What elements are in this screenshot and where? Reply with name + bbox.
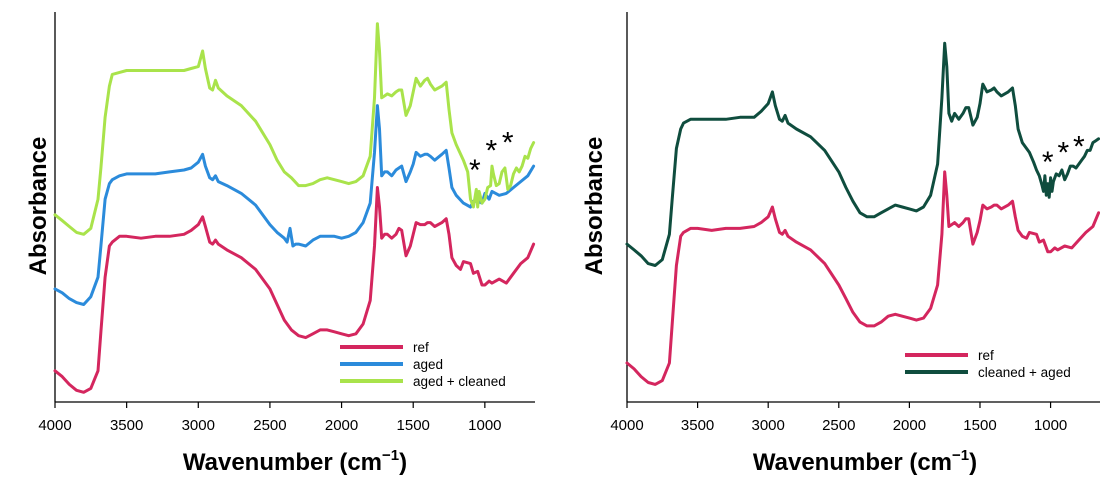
series-line-ref [53,186,536,394]
legend-label: aged + cleaned [413,374,506,389]
legend-label: ref [413,340,429,355]
legend-label: cleaned + aged [978,365,1071,380]
x-tick-label: 2000 [325,417,358,434]
asterisk-annotation: * [502,127,514,160]
x-tick-label: 1500 [963,417,996,434]
series-line-aged-cleaned [53,22,536,236]
asterisk-annotation: * [485,135,497,168]
asterisk-annotation: * [1042,146,1054,179]
x-tick-label: 2000 [893,417,926,434]
panel-right-chart: Absorbance Wavenumber (cm−1) 4000 3500 300… [581,12,1100,476]
y-axis-label-left: Absorbance [25,137,52,276]
asterisk-annotation: * [1073,131,1085,164]
x-axis-label-left: Wavenumber (cm−1) [183,447,407,476]
x-tick-label: 4000 [610,417,643,434]
legend-label: ref [978,348,994,363]
asterisk-annotation: * [469,154,481,187]
x-tick-label: 4000 [38,417,71,434]
series-line-cleaned-aged [625,41,1100,267]
panel-left-chart: Absorbance Wavenumber (cm−1) 4000 3500 300… [25,12,536,476]
legend-label: aged [413,357,443,372]
asterisk-annotation: * [1057,136,1069,169]
y-axis-label-right: Absorbance [581,137,608,276]
x-tick-label: 3000 [752,417,785,434]
series-line-aged [53,104,536,306]
x-axis-label-right: Wavenumber (cm−1) [753,447,977,476]
x-tick-label: 2500 [253,417,286,434]
x-tick-label: 3500 [110,417,143,434]
x-tick-label: 2500 [822,417,855,434]
x-tick-label: 1000 [1034,417,1067,434]
x-tick-label: 1500 [397,417,430,434]
series-line-ref [625,170,1100,386]
x-tick-label: 3500 [681,417,714,434]
x-tick-label: 3000 [182,417,215,434]
x-tick-label: 1000 [468,417,501,434]
